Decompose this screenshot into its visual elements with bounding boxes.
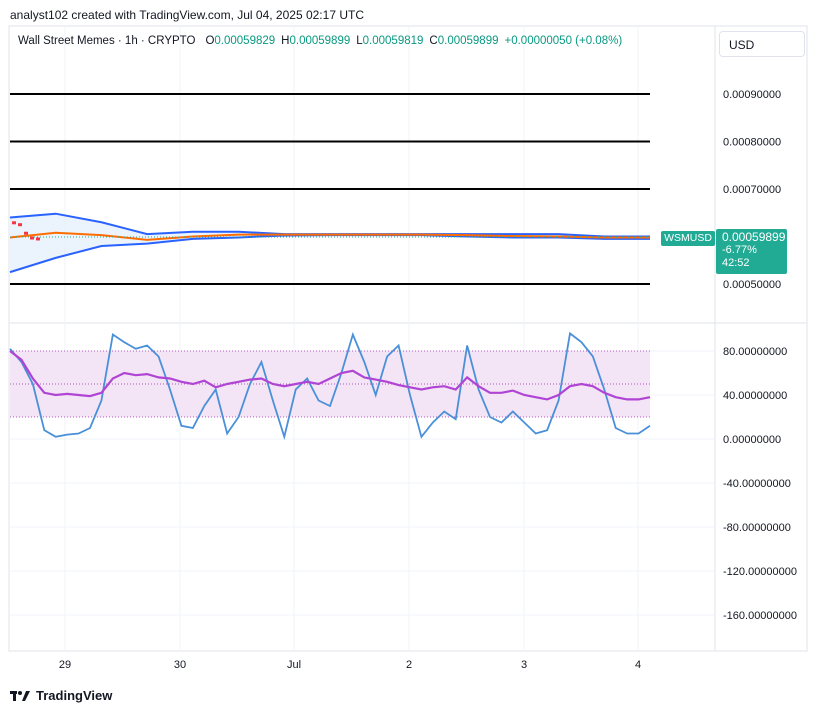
stochastic-line: [9, 331, 651, 441]
low-key: L: [356, 35, 363, 47]
oscillator-tick-label: 80.00000000: [723, 346, 787, 358]
oscillator-tick-label: 0.00000000: [723, 434, 781, 446]
last-price-tag: 0.00059899 -6.77% 42:52: [716, 229, 787, 274]
ohlc-legend: Wall Street Memes · 1h · CRYPTO O 0.00059…: [18, 35, 628, 47]
price-tick-label: 0.00050000: [723, 279, 781, 291]
time-tick-label: 2: [406, 659, 412, 671]
price-candle: [18, 223, 22, 227]
price-candle: [24, 231, 28, 235]
currency-selector[interactable]: USD: [719, 31, 805, 57]
bar-countdown: 42:52: [722, 257, 750, 269]
chart-header: analyst102 created with TradingView.com,…: [10, 8, 364, 22]
symbol-price-tag: WSMUSD: [661, 231, 715, 246]
time-tick-label: 29: [59, 659, 71, 671]
high-key: H: [281, 35, 290, 47]
change-value: +0.00000050 (+0.08%): [504, 35, 623, 47]
price-tick-label: 0.00090000: [723, 89, 781, 101]
oscillator-panel[interactable]: [9, 331, 651, 441]
high-value: 0.00059899: [289, 35, 351, 47]
footer-brand[interactable]: TradingView: [10, 688, 112, 703]
change-percent: -6.77%: [722, 244, 757, 256]
price-candle: [30, 236, 34, 240]
oscillator-tick-label: -160.00000000: [723, 610, 797, 622]
brand-name: TradingView: [36, 688, 113, 703]
grid: [10, 26, 715, 651]
oscillator-tick-label: -120.00000000: [723, 566, 797, 578]
close-key: C: [429, 35, 438, 47]
oscillator-tick-label: 40.00000000: [723, 390, 787, 402]
bollinger-basis-line: [9, 231, 650, 241]
price-candle: [12, 221, 16, 225]
last-price: 0.00059899: [722, 230, 786, 244]
time-tick-label: 4: [635, 659, 641, 671]
price-panel[interactable]: [9, 93, 650, 285]
low-value: 0.00059819: [362, 35, 424, 47]
oscillator-tick-label: -80.00000000: [723, 522, 791, 534]
time-tick-label: 3: [521, 659, 527, 671]
axes: 29 30 Jul 2 3 4 0.00090000 0.00080000 0.00070000…: [59, 89, 797, 671]
price-tick-label: 0.00070000: [723, 184, 781, 196]
rsi-line: [9, 350, 651, 401]
time-tick-label: 30: [174, 659, 186, 671]
price-candle: [36, 237, 40, 241]
symbol-label[interactable]: Wall Street Memes · 1h · CRYPTO: [18, 35, 196, 47]
close-value: 0.00059899: [437, 35, 499, 47]
bollinger-band-fill: [10, 213, 650, 273]
price-tick-label: 0.00080000: [723, 137, 781, 149]
time-tick-label: Jul: [287, 659, 301, 671]
tradingview-logo-icon: [10, 690, 30, 701]
chart-frame: [8, 25, 808, 652]
open-value: 0.00059829: [214, 35, 276, 47]
oscillator-tick-label: -40.00000000: [723, 478, 791, 490]
open-key: O: [205, 35, 215, 47]
